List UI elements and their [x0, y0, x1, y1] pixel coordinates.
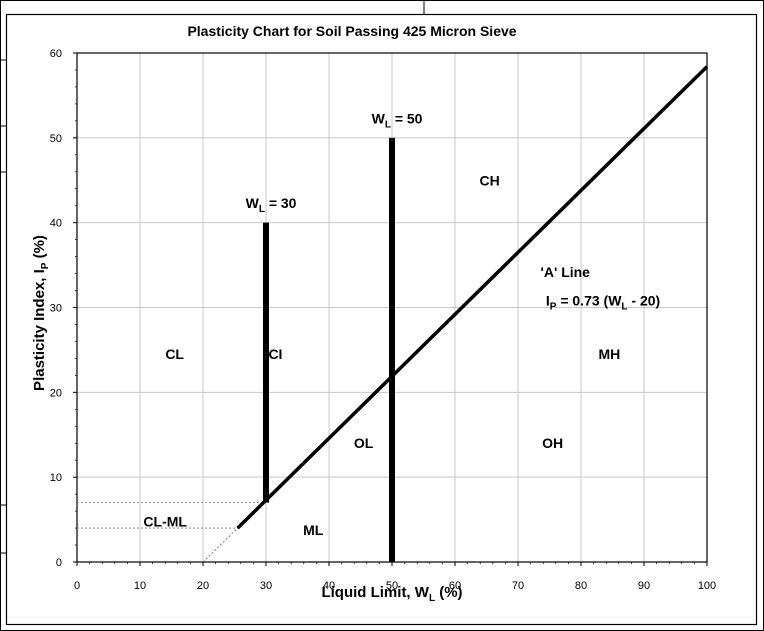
y-tick-label: 10 — [50, 472, 62, 484]
chart-lines — [202, 65, 709, 563]
y-tick-label: 20 — [50, 387, 62, 399]
a-line-label: 'A' Line — [541, 264, 591, 280]
zone-cl-ml: CL-ML — [143, 513, 187, 529]
x-tick-label: 20 — [197, 580, 209, 592]
y-tick-label: 30 — [50, 303, 62, 315]
x-tick-label: 40 — [323, 580, 335, 592]
wl30-label: WL = 30 — [246, 195, 297, 215]
a-line-extension — [202, 527, 238, 563]
left-edge-marks — [0, 59, 6, 554]
x-tick-label: 90 — [638, 580, 650, 592]
y-axis-label: Plasticity Index, IP (%) — [31, 235, 51, 391]
y-tick-label: 50 — [50, 133, 62, 145]
x-tick-label: 70 — [512, 580, 524, 592]
x-tick-label: 50 — [386, 580, 398, 592]
x-tick-label: 10 — [134, 580, 146, 592]
chart-title: Plasticity Chart for Soil Passing 425 Mi… — [187, 23, 516, 39]
guide-lines — [77, 502, 266, 529]
zone-mh: MH — [598, 346, 620, 362]
x-tick-label: 100 — [698, 580, 716, 592]
zone-labels: CL CI CH MH OL OH ML CL-ML — [143, 172, 620, 538]
chart-border — [5, 13, 758, 626]
y-tick-label: 0 — [56, 557, 62, 569]
y-tick-label: 40 — [50, 218, 62, 230]
a-line — [236, 65, 709, 530]
x-axis-label: Liquid Limit, WL (%) — [321, 584, 462, 604]
zone-ml: ML — [303, 522, 324, 538]
zone-ci: CI — [268, 346, 282, 362]
x-axis-ticks: 0 10 20 30 40 50 60 70 80 90 100 — [74, 562, 716, 592]
x-tick-label: 0 — [74, 580, 80, 592]
x-tick-label: 60 — [449, 580, 461, 592]
y-tick-label: 60 — [50, 48, 62, 60]
x-tick-label: 30 — [260, 580, 272, 592]
a-line-equation: IP = 0.73 (WL - 20) — [546, 293, 660, 313]
x-tick-label: 80 — [575, 580, 587, 592]
zone-ol: OL — [354, 435, 374, 451]
zone-cl: CL — [165, 346, 184, 362]
zone-oh: OH — [542, 435, 563, 451]
y-axis-ticks: 0 10 20 30 40 50 60 — [50, 48, 77, 569]
wl50-label: WL = 50 — [372, 110, 423, 130]
annotations: WL = 30 WL = 50 'A' Line IP = 0.73 (WL - 20… — [246, 110, 661, 312]
zone-ch: CH — [480, 172, 500, 188]
